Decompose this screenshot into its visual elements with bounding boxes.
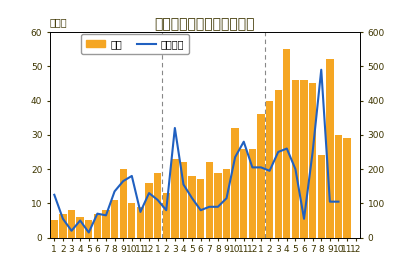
Legend: 件数, 負債総額: 件数, 負債総額: [81, 34, 189, 54]
Bar: [292, 80, 299, 238]
Bar: [111, 200, 118, 238]
Bar: [51, 221, 58, 238]
Bar: [344, 138, 351, 238]
Title: 円滑化法関連倒産月次推移: 円滑化法関連倒産月次推移: [155, 17, 255, 31]
Bar: [274, 90, 282, 238]
Bar: [266, 101, 273, 238]
Bar: [154, 172, 161, 238]
Bar: [68, 210, 75, 238]
Bar: [240, 148, 248, 238]
Bar: [162, 193, 170, 238]
Bar: [180, 162, 187, 238]
Bar: [120, 169, 127, 238]
Bar: [249, 148, 256, 238]
Bar: [145, 183, 153, 238]
Bar: [232, 128, 239, 238]
Bar: [59, 214, 66, 238]
Bar: [223, 169, 230, 238]
Bar: [326, 60, 334, 238]
Bar: [102, 210, 110, 238]
Bar: [94, 214, 101, 238]
Text: （件）: （件）: [50, 17, 68, 27]
Bar: [318, 155, 325, 238]
Bar: [137, 207, 144, 238]
Bar: [300, 80, 308, 238]
Bar: [197, 179, 204, 238]
Bar: [257, 114, 265, 238]
Bar: [188, 176, 196, 238]
Bar: [283, 49, 290, 238]
Bar: [214, 172, 222, 238]
Bar: [309, 83, 316, 238]
Bar: [76, 217, 84, 238]
Bar: [206, 162, 213, 238]
Bar: [171, 159, 178, 238]
Bar: [85, 221, 92, 238]
Bar: [128, 203, 136, 238]
Bar: [335, 135, 342, 238]
